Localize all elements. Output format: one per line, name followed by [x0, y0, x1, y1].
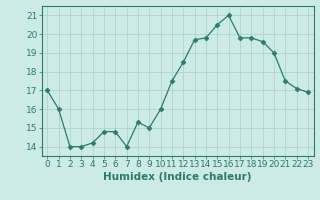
X-axis label: Humidex (Indice chaleur): Humidex (Indice chaleur) — [103, 172, 252, 182]
